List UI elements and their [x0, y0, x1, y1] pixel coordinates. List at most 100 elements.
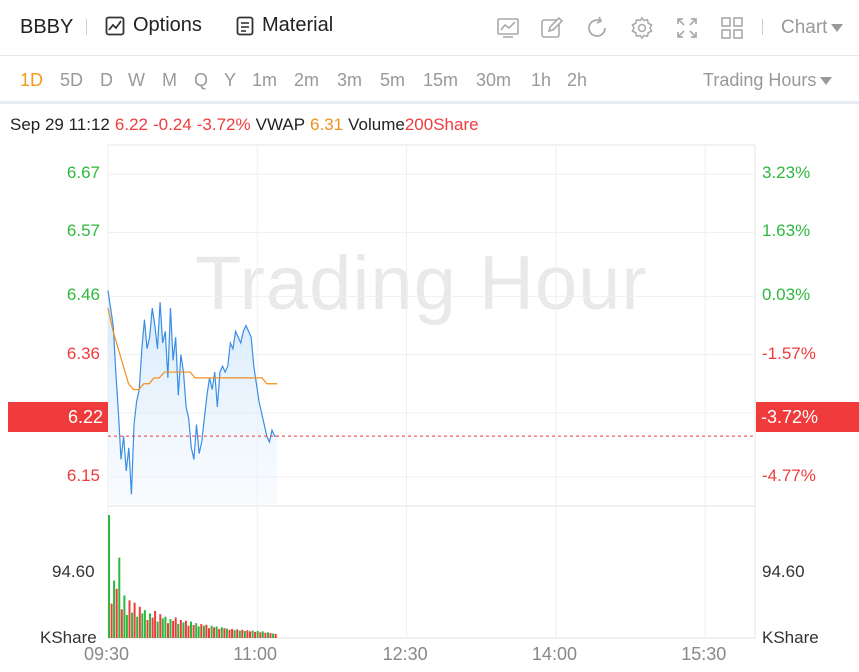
period-tab-2m[interactable]: 2m [294, 70, 320, 90]
volume-bar [220, 627, 223, 638]
volume-bar [149, 613, 151, 638]
options-chart-icon [105, 16, 125, 35]
volume-bar [172, 620, 175, 638]
chart-type-dropdown[interactable]: Chart [781, 17, 844, 39]
volume-bar [174, 617, 177, 638]
volume-bar [146, 620, 149, 638]
volume-bar [210, 625, 213, 638]
volume-bar [205, 624, 208, 638]
volume-value: 200Share [404, 115, 479, 134]
price-area-fill [108, 290, 278, 506]
volume-bar [243, 631, 246, 638]
volume-bar [274, 633, 277, 638]
volume-bar [249, 631, 251, 638]
volume-bar [190, 621, 192, 638]
material-label: Material [262, 14, 334, 36]
volume-bar [167, 623, 169, 638]
volume-unit-label: KShare [40, 628, 97, 647]
period-tab-3m[interactable]: 3m [337, 70, 363, 90]
chart-type-label: Chart [781, 17, 828, 38]
time-axis-label: 15:30 [681, 644, 727, 664]
draw-pencil-icon[interactable] [540, 16, 564, 40]
period-tab-5d[interactable]: 5D [60, 70, 84, 90]
volume-bar [246, 630, 249, 638]
document-icon [236, 16, 254, 35]
period-tab-q[interactable]: Q [194, 70, 209, 90]
price-axis-label: 6.36 [66, 343, 100, 363]
volume-bar [125, 615, 128, 638]
gear-icon[interactable] [630, 16, 654, 40]
material-button[interactable]: Material [236, 14, 333, 37]
time-axis-label: 12:30 [382, 644, 428, 664]
quote-info-bar: Sep 29 11:12 6.22 -0.24 -3.72% VWAP 6.31 Volum… [10, 115, 484, 135]
current-price-tag: 6.22 [8, 402, 108, 432]
volume-bar [156, 621, 159, 638]
period-tab-15m[interactable]: 15m [423, 70, 459, 90]
volume-bar [184, 620, 187, 638]
period-tab-y[interactable]: Y [224, 70, 237, 90]
period-tab-m[interactable]: M [162, 70, 177, 90]
period-tab-w[interactable]: W [128, 70, 145, 90]
options-button[interactable]: Options [105, 14, 202, 37]
volume-bar [110, 603, 113, 638]
toolbar-divider [86, 19, 87, 35]
current-pct-tag: -3.72% [756, 402, 859, 432]
volume-bar [123, 595, 126, 638]
volume-bar [208, 628, 210, 638]
volume-bar [187, 625, 190, 638]
ticker-symbol[interactable]: BBBY [20, 16, 74, 38]
period-tab-1h[interactable]: 1h [531, 70, 552, 90]
period-tab-2h[interactable]: 2h [567, 70, 588, 90]
toolbar-divider [762, 19, 763, 35]
volume-bar [251, 630, 254, 638]
volume-bar [241, 629, 244, 638]
volume-bar [267, 632, 269, 638]
layout-grid-icon[interactable] [720, 16, 744, 40]
volume-bar [164, 616, 167, 638]
trading-hours-label: Trading Hours [703, 70, 817, 90]
period-tab-30m[interactable]: 30m [476, 70, 512, 90]
volume-bar [154, 610, 157, 638]
volume-bar [259, 632, 262, 638]
volume-bar [118, 557, 121, 638]
volume-bar [136, 616, 139, 638]
period-tab-5m[interactable]: 5m [380, 70, 406, 90]
volume-bar [120, 609, 123, 638]
quote-change-pct: -3.72% [196, 115, 251, 134]
volume-bar [143, 610, 146, 638]
pct-axis-label: 0.03% [762, 285, 811, 305]
volume-bar [115, 588, 118, 638]
volume-bar [141, 613, 144, 638]
period-tab-1m[interactable]: 1m [252, 70, 278, 90]
volume-bar [179, 620, 182, 638]
volume-bar [131, 612, 134, 638]
volume-bar [225, 628, 228, 638]
volume-bar [272, 633, 275, 638]
watermark-text: Trading Hour [195, 241, 648, 326]
quote-change: -0.24 [152, 115, 192, 134]
volume-label: Volume [348, 115, 405, 134]
volume-bar [195, 623, 198, 638]
time-axis-label: 11:00 [233, 644, 278, 664]
volume-bar [233, 630, 236, 638]
volume-bar [128, 600, 131, 638]
period-tab-d[interactable]: D [100, 70, 113, 90]
volume-bar [269, 633, 272, 638]
top-toolbar: BBBY Options Material Chart [0, 0, 859, 56]
time-axis-label: 09:30 [84, 644, 130, 664]
volume-bar [177, 624, 180, 638]
indicator-chart-icon[interactable] [496, 16, 520, 40]
plot-frame [107, 144, 756, 639]
fullscreen-icon[interactable] [675, 16, 699, 40]
trading-hours-dropdown[interactable]: Trading Hours [703, 70, 833, 91]
volume-bar [113, 580, 116, 638]
volume-axis-label: 94.60 [52, 562, 95, 581]
period-tab-1d[interactable]: 1D [20, 70, 44, 90]
volume-bar [215, 626, 218, 638]
volume-bar [151, 617, 154, 638]
refresh-icon[interactable] [585, 16, 609, 40]
pct-axis-label: -1.57% [762, 343, 816, 363]
period-bar: Trading Hours 1D 5D D W M Q Y 1m 2m 3m 5m 15m 30m 1h 2… [0, 56, 859, 104]
volume-bar [192, 624, 195, 638]
